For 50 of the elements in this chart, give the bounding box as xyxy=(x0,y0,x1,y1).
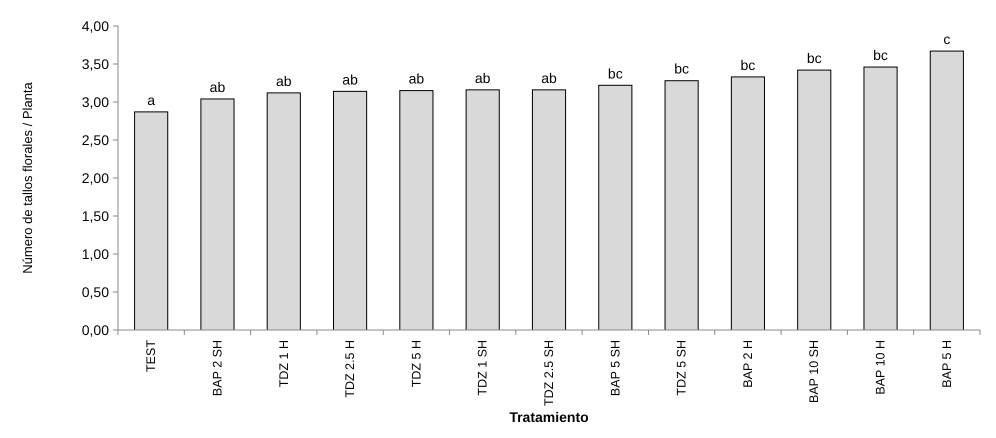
annotation: ab xyxy=(276,72,292,89)
annotation: ab xyxy=(342,71,358,88)
y-axis-title: Número de tallos florales / Planta xyxy=(20,81,35,274)
bar xyxy=(930,50,964,330)
bar xyxy=(200,98,235,330)
annotation: ab xyxy=(210,78,226,95)
bar xyxy=(333,90,368,330)
x-tick-label: BAP 5 H xyxy=(940,340,954,388)
y-tick-label: 1,00 xyxy=(82,246,110,262)
annotation: bc xyxy=(740,56,756,73)
bar xyxy=(730,76,765,330)
bar xyxy=(863,66,898,330)
y-tick-label: 1,50 xyxy=(82,208,110,224)
y-tick-label: 4,00 xyxy=(82,18,110,34)
bar xyxy=(466,89,500,330)
bar xyxy=(266,92,301,330)
x-tick-label: BAP 10 H xyxy=(874,340,888,395)
annotation: a xyxy=(147,92,156,108)
x-tick-label: TDZ 5 SH xyxy=(674,340,689,396)
bar xyxy=(134,111,168,330)
annotation: bc xyxy=(608,65,623,82)
bar xyxy=(797,70,832,330)
y-tick-label: 0,50 xyxy=(82,284,110,300)
annotation: bc xyxy=(674,60,690,77)
x-tick-label: BAP 10 SH xyxy=(807,340,822,404)
x-tick-label: BAP 2 SH xyxy=(210,340,224,396)
x-tick-label: BAP 5 SH xyxy=(608,340,622,396)
x-axis-title: Tratamiento xyxy=(509,409,589,425)
y-tick-label: 0,00 xyxy=(82,322,110,338)
y-tick-label: 2,00 xyxy=(82,170,110,186)
annotation: bc xyxy=(806,50,822,66)
bar xyxy=(664,80,699,330)
y-tick-label: 3,50 xyxy=(82,56,110,72)
bar xyxy=(598,84,632,330)
annotation: c xyxy=(943,31,950,48)
annotation: ab xyxy=(541,70,557,86)
x-tick-label: BAP 2 H xyxy=(740,340,755,388)
bar xyxy=(399,90,434,330)
x-tick-label: TDZ 2.5 SH xyxy=(542,340,556,406)
annotation: bc xyxy=(873,47,888,64)
x-tick-label: TDZ 1 H xyxy=(276,340,291,388)
y-tick-label: 2,50 xyxy=(82,132,110,148)
x-tick-label: TDZ 1 SH xyxy=(476,340,490,396)
x-tick-label: TDZ 5 H xyxy=(409,340,424,388)
annotation: ab xyxy=(474,70,491,86)
x-tick-label: TDZ 2.5 H xyxy=(343,340,358,398)
annotation: ab xyxy=(408,70,424,87)
y-tick-label: 3,00 xyxy=(82,94,110,110)
bar xyxy=(532,89,566,330)
x-tick-label: TEST xyxy=(144,340,158,372)
